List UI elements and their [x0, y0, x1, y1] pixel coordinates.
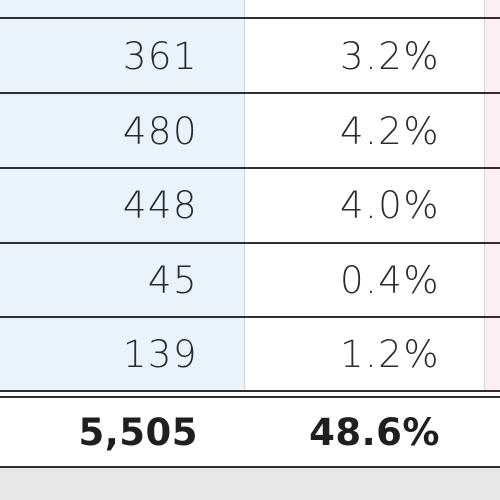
- row-rule: [0, 390, 500, 392]
- row-rule: [0, 167, 500, 169]
- count-cell: 139: [122, 333, 198, 376]
- row-rule: [0, 316, 500, 318]
- footer-band: [0, 468, 500, 500]
- count-cell: 480: [122, 110, 198, 153]
- total-percent-cell: 48.6%: [309, 411, 440, 454]
- percent-cell: 4.0%: [340, 184, 440, 227]
- total-rule: [0, 396, 500, 398]
- next-column-shading: [484, 0, 500, 392]
- column-divider: [244, 0, 245, 392]
- bottom-rule: [0, 466, 500, 468]
- row-rule: [0, 92, 500, 94]
- row-rule: [0, 242, 500, 244]
- count-cell: 448: [122, 184, 198, 227]
- percent-cell: 4.2%: [340, 110, 440, 153]
- percent-cell: 1.2%: [340, 333, 440, 376]
- percent-cell: 0.4%: [340, 259, 440, 302]
- row-rule: [0, 17, 500, 19]
- count-column-shading: [0, 0, 244, 392]
- column-divider: [484, 0, 485, 392]
- count-cell: 45: [147, 259, 198, 302]
- total-count-cell: 5,505: [78, 411, 198, 454]
- count-cell: 361: [122, 35, 198, 78]
- percent-column-shading: [244, 0, 484, 392]
- percent-cell: 3.2%: [340, 35, 440, 78]
